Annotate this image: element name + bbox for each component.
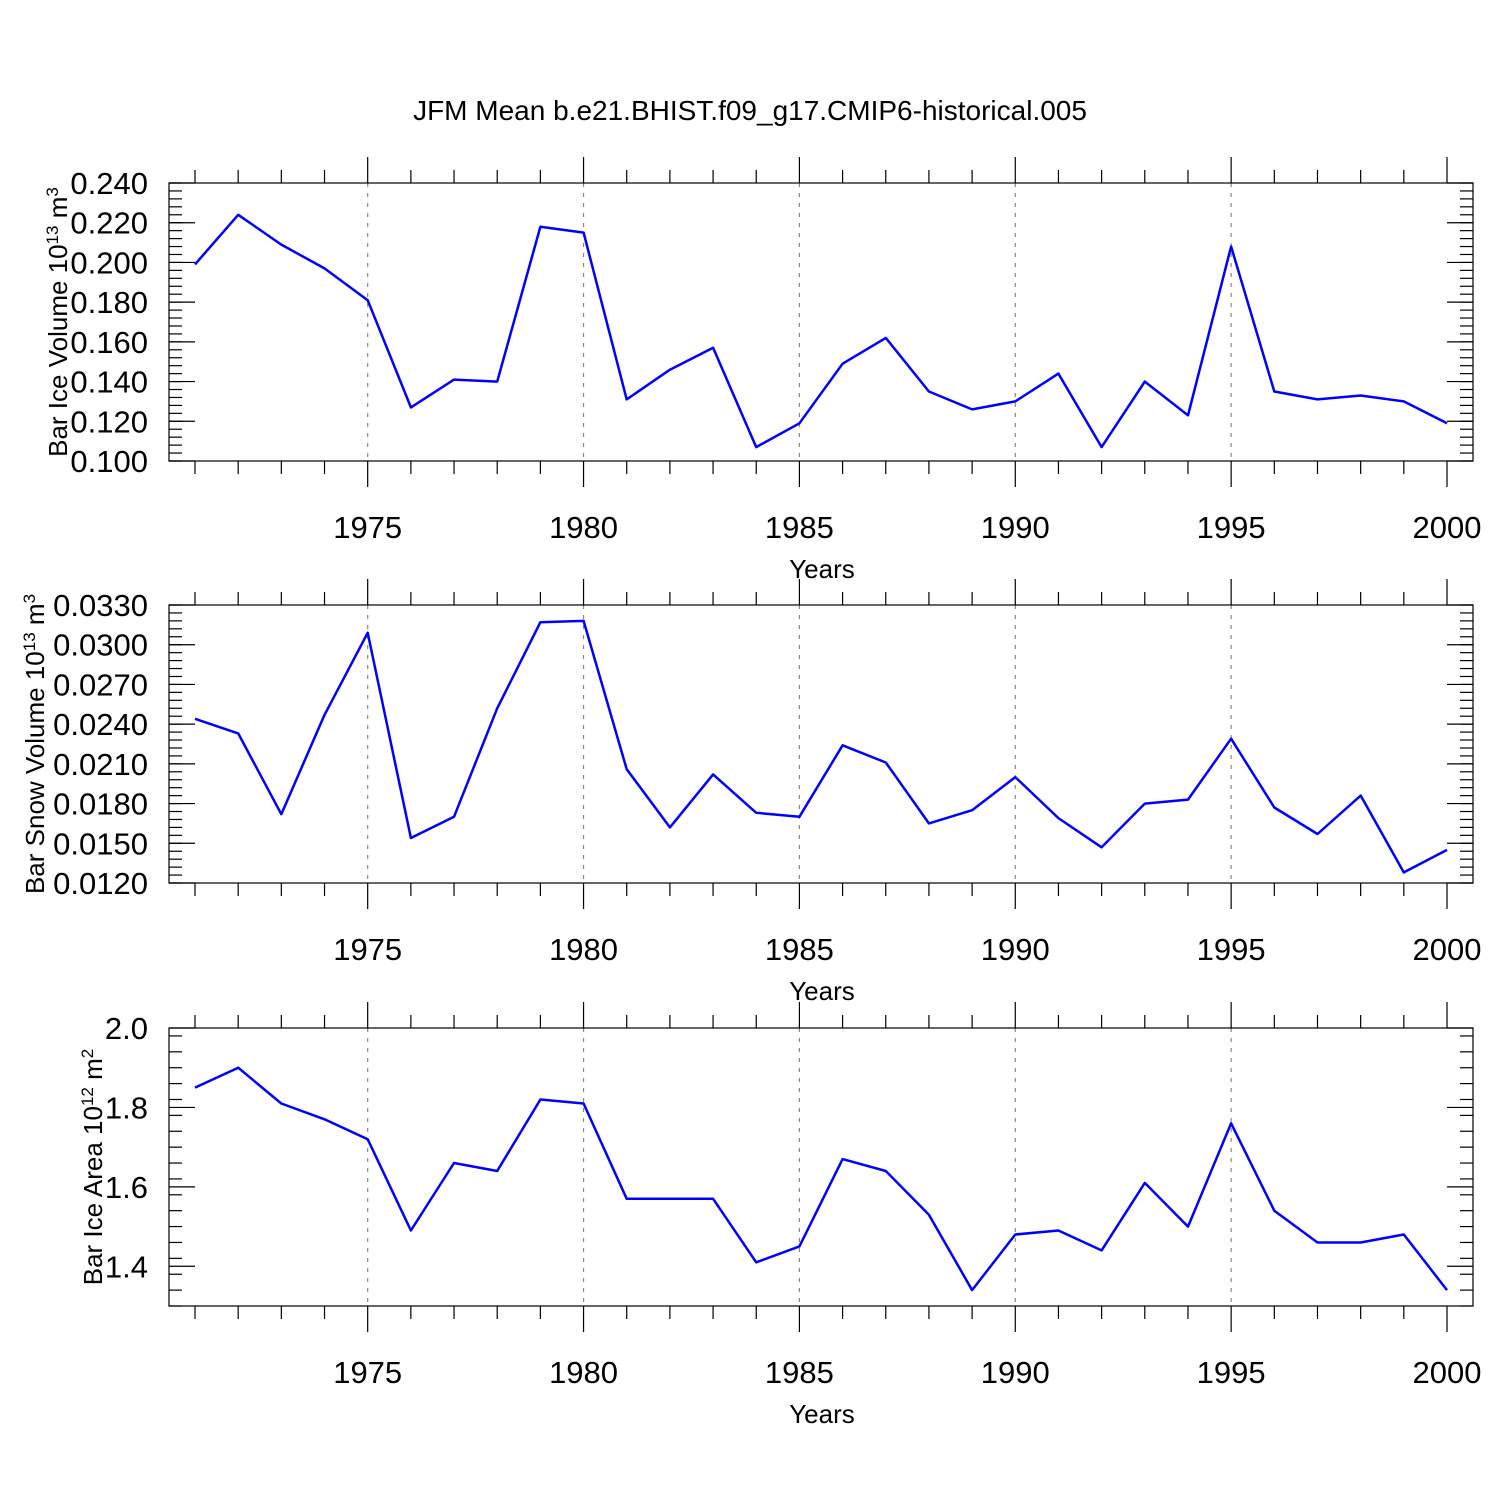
x-tick-label: 1975 bbox=[333, 510, 402, 545]
y-axis-title: Bar Ice Area 1012 m2 bbox=[78, 1049, 109, 1286]
panel-1: 0.100 0.120 0.140 0.160 0.180 0.200 0.220 0.240… bbox=[43, 157, 1482, 584]
x-tick-label: 1985 bbox=[765, 932, 834, 967]
y-tick-label: 0.120 bbox=[70, 404, 148, 439]
y-tick-label: 0.140 bbox=[70, 365, 148, 400]
y-axis-title-exponent: 12 bbox=[78, 1087, 97, 1106]
x-tick-label: 1985 bbox=[765, 1355, 834, 1390]
x-tick-label: 1990 bbox=[981, 932, 1050, 967]
panel-2: 0.0120 0.0150 0.0180 0.0210 0.0240 0.0270 0.03… bbox=[20, 579, 1482, 1006]
y-tick-label: 1.8 bbox=[105, 1090, 148, 1125]
y-axis-title-unit-exponent: 2 bbox=[78, 1049, 97, 1058]
y-axis-title: Bar Snow Volume 1013 m3 bbox=[20, 594, 51, 894]
y-axis-title-unit-exponent: 3 bbox=[20, 594, 39, 603]
y-axis-title-unit-exponent: 3 bbox=[43, 187, 62, 196]
y-axis-title-text: Bar Ice Volume 10 bbox=[43, 244, 73, 456]
x-tick-label: 1995 bbox=[1197, 1355, 1266, 1390]
y-axis-title-text: Bar Ice Area 10 bbox=[78, 1106, 108, 1285]
y-tick-label: 0.0120 bbox=[53, 866, 148, 901]
series-line-bar-ice-area bbox=[194, 1066, 1448, 1292]
x-tick-label: 1980 bbox=[549, 510, 618, 545]
y-axis-title-exponent: 13 bbox=[20, 632, 39, 651]
series-line-bar-ice-volume bbox=[194, 213, 1448, 449]
x-tick-label: 1980 bbox=[549, 1355, 618, 1390]
y-tick-label: 1.4 bbox=[105, 1249, 148, 1284]
x-tick-label: 1985 bbox=[765, 510, 834, 545]
y-tick-label: 0.0240 bbox=[53, 707, 148, 742]
panel-3: 1.4 1.6 1.8 2.0 1975 1980 1985 1990 1995 2000 Year… bbox=[78, 1002, 1482, 1429]
x-axis-title: Years bbox=[789, 1399, 855, 1429]
x-tick-label: 2000 bbox=[1413, 932, 1482, 967]
x-tick-label: 2000 bbox=[1413, 1355, 1482, 1390]
y-tick-label: 0.0300 bbox=[53, 628, 148, 663]
y-axis-title: Bar Ice Volume 1013 m3 bbox=[43, 187, 74, 457]
y-tick-label: 0.0210 bbox=[53, 747, 148, 782]
y-tick-label: 0.100 bbox=[70, 444, 148, 479]
y-axis-title-unit: m bbox=[43, 197, 73, 226]
y-tick-label: 0.180 bbox=[70, 285, 148, 320]
x-axis-title: Years bbox=[789, 554, 855, 584]
panels: 0.100 0.120 0.140 0.160 0.180 0.200 0.220 0.240… bbox=[20, 157, 1482, 1429]
plot-frame bbox=[168, 182, 1474, 462]
x-tick-label: 1995 bbox=[1197, 510, 1266, 545]
y-tick-label: 0.220 bbox=[70, 206, 148, 241]
x-tick-label: 1975 bbox=[333, 932, 402, 967]
x-tick-label: 2000 bbox=[1413, 510, 1482, 545]
y-axis-title-text: Bar Snow Volume 10 bbox=[20, 651, 50, 894]
x-tick-label: 1990 bbox=[981, 510, 1050, 545]
y-tick-label: 0.200 bbox=[70, 245, 148, 280]
plot-frame bbox=[168, 604, 1474, 884]
y-tick-label: 0.0180 bbox=[53, 787, 148, 822]
y-tick-label: 0.240 bbox=[70, 166, 148, 201]
y-tick-label: 2.0 bbox=[105, 1011, 148, 1046]
figure-title: JFM Mean b.e21.BHIST.f09_g17.CMIP6-histo… bbox=[413, 95, 1087, 126]
x-tick-label: 1995 bbox=[1197, 932, 1266, 967]
x-tick-label: 1990 bbox=[981, 1355, 1050, 1390]
plot-frame bbox=[168, 1027, 1474, 1307]
y-axis-title-exponent: 13 bbox=[43, 225, 62, 244]
series-line-bar-snow-volume bbox=[194, 619, 1448, 874]
y-tick-label: 0.0330 bbox=[53, 588, 148, 623]
y-axis-title-unit: m bbox=[20, 603, 50, 632]
x-tick-label: 1980 bbox=[549, 932, 618, 967]
y-axis-title-unit: m bbox=[78, 1058, 108, 1087]
y-tick-label: 0.0270 bbox=[53, 667, 148, 702]
y-tick-label: 1.6 bbox=[105, 1170, 148, 1205]
x-tick-label: 1975 bbox=[333, 1355, 402, 1390]
x-axis-title: Years bbox=[789, 976, 855, 1006]
y-tick-label: 0.160 bbox=[70, 325, 148, 360]
y-tick-label: 0.0150 bbox=[53, 826, 148, 861]
